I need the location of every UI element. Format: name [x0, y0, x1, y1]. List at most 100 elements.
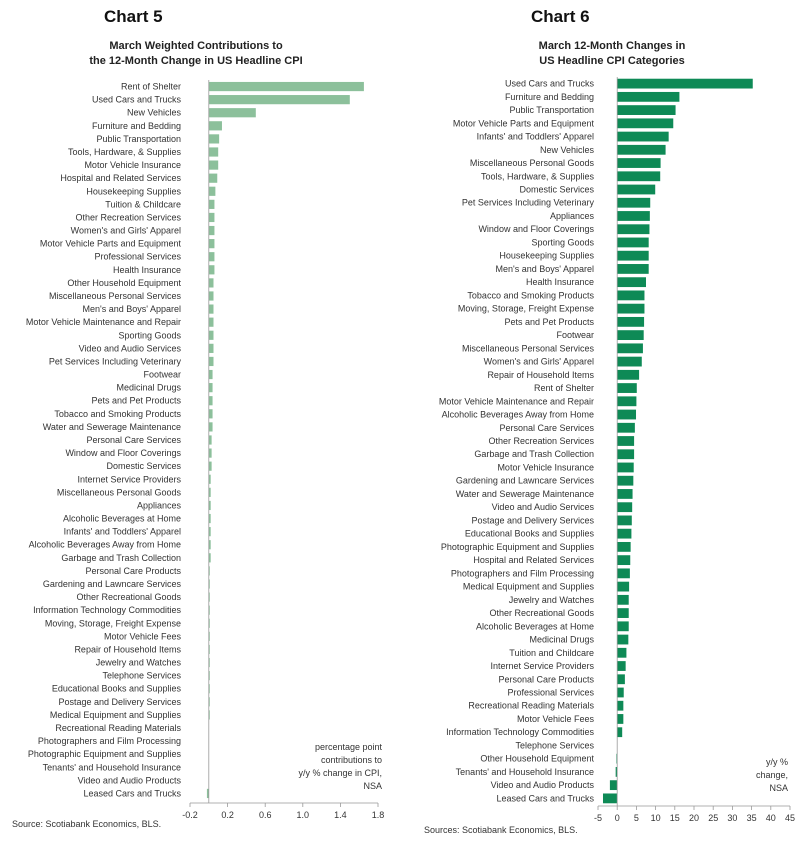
bar: [208, 461, 212, 471]
category-label: Tobacco and Smoking Products: [467, 290, 594, 300]
category-label: Postage and Delivery Services: [58, 697, 181, 707]
category-label: Pets and Pet Products: [91, 396, 181, 406]
tick-label: 5: [634, 813, 639, 823]
bar: [208, 435, 212, 445]
tick-label: 0.6: [259, 810, 272, 820]
bar: [617, 211, 650, 221]
chart5-title-line2: the 12-Month Change in US Headline CPI: [89, 55, 302, 67]
category-label: Footwear: [143, 370, 181, 380]
category-label: Window and Floor Coverings: [478, 224, 594, 234]
bar: [617, 568, 630, 579]
tick-label: 20: [689, 813, 699, 823]
category-label: Repair of Household Items: [487, 370, 594, 380]
chart6-note-line1: y/y %: [766, 757, 788, 767]
bar: [208, 671, 210, 681]
bar: [617, 727, 623, 738]
chart5-note-line3: y/y % change in CPI,: [298, 768, 382, 778]
chart6-note-line2: change,: [756, 770, 788, 780]
category-label: Moving, Storage, Freight Expense: [45, 618, 181, 628]
category-label: Alcoholic Beverages Away from Home: [29, 540, 181, 550]
bar: [208, 95, 350, 105]
chart5-note-line2: contributions to: [321, 755, 382, 765]
bar: [617, 171, 661, 182]
chart5-note-line4: NSA: [363, 781, 382, 791]
bar: [617, 396, 637, 407]
bar: [208, 134, 220, 144]
bar: [615, 767, 618, 777]
bar: [208, 618, 210, 628]
tick-label: 25: [708, 813, 718, 823]
category-label: Pets and Pet Products: [504, 317, 594, 327]
category-label: Hospital and Related Services: [473, 555, 594, 565]
category-label: Motor Vehicle Fees: [104, 631, 182, 641]
tick-label: 35: [747, 813, 757, 823]
chart5-note-line1: percentage point: [315, 742, 383, 752]
bar: [617, 436, 635, 446]
category-label: Moving, Storage, Freight Expense: [458, 304, 594, 314]
category-label: Miscellaneous Personal Services: [49, 291, 182, 301]
tick-label: 1.4: [334, 810, 347, 820]
category-label: Men's and Boys' Apparel: [496, 264, 595, 274]
bar: [617, 489, 633, 499]
bar: [208, 121, 222, 131]
bar: [208, 422, 213, 432]
category-label: Motor Vehicle Parts and Equipment: [453, 118, 595, 128]
category-label: Jewelry and Watches: [96, 658, 182, 668]
bar: [208, 383, 213, 393]
bar: [617, 502, 633, 513]
bar: [208, 252, 215, 262]
bar: [208, 291, 214, 301]
category-label: Furniture and Bedding: [92, 121, 181, 131]
bar: [617, 528, 632, 539]
category-label: Domestic Services: [106, 461, 181, 471]
category-label: Personal Care Services: [499, 423, 594, 433]
category-label: Window and Floor Coverings: [65, 448, 181, 458]
bar: [208, 343, 214, 353]
tick-label: 40: [766, 813, 776, 823]
category-label: Medicinal Drugs: [529, 635, 594, 645]
bar: [208, 369, 213, 380]
category-label: Furniture and Bedding: [505, 92, 594, 102]
bar: [208, 108, 256, 118]
category-label: Tuition & Childcare: [105, 199, 181, 209]
bar: [602, 793, 618, 804]
category-label: Photographers and Film Processing: [38, 736, 181, 746]
category-label: Medical Equipment and Supplies: [50, 710, 182, 720]
chart6-source: Sources: Scotiabank Economics, BLS.: [424, 825, 578, 835]
category-label: Other Household Equipment: [67, 278, 181, 288]
bar: [208, 592, 210, 602]
category-label: Gardening and Lawncare Services: [456, 476, 595, 486]
bar: [617, 555, 631, 566]
bar: [208, 356, 214, 367]
category-label: Photographers and Film Processing: [451, 568, 594, 578]
category-label: Water and Sewerage Maintenance: [456, 489, 594, 499]
chart6-title-line1: March 12-Month Changes in: [539, 40, 686, 52]
bar: [208, 487, 211, 497]
chart5-x-axis: -0.2 0.2 0.6 1.0 1.4 1.8: [182, 80, 384, 820]
bar: [617, 343, 643, 354]
bar: [617, 661, 626, 671]
bar: [208, 657, 210, 668]
category-label: Public Transportation: [96, 134, 181, 144]
bar: [617, 290, 645, 301]
chart5-heading: Chart 5: [104, 7, 163, 26]
bar: [617, 78, 753, 89]
bar: [617, 475, 634, 486]
category-label: Miscellaneous Personal Services: [462, 343, 595, 353]
bar: [617, 356, 642, 367]
category-label: Recreational Reading Materials: [55, 723, 181, 733]
category-label: Leased Cars and Trucks: [83, 788, 181, 798]
category-label: Alcoholic Beverages at Home: [63, 514, 181, 524]
bar: [617, 330, 644, 341]
bar: [208, 317, 214, 327]
category-label: Pet Services Including Veterinary: [49, 356, 182, 366]
bar: [208, 566, 210, 576]
bar: [617, 422, 635, 433]
bar: [208, 631, 210, 641]
bar: [208, 684, 210, 694]
category-label: Telephone Services: [102, 671, 181, 681]
chart5-title-line1: March Weighted Contributions to: [109, 40, 283, 52]
bar: [617, 118, 674, 129]
bar: [617, 714, 624, 724]
